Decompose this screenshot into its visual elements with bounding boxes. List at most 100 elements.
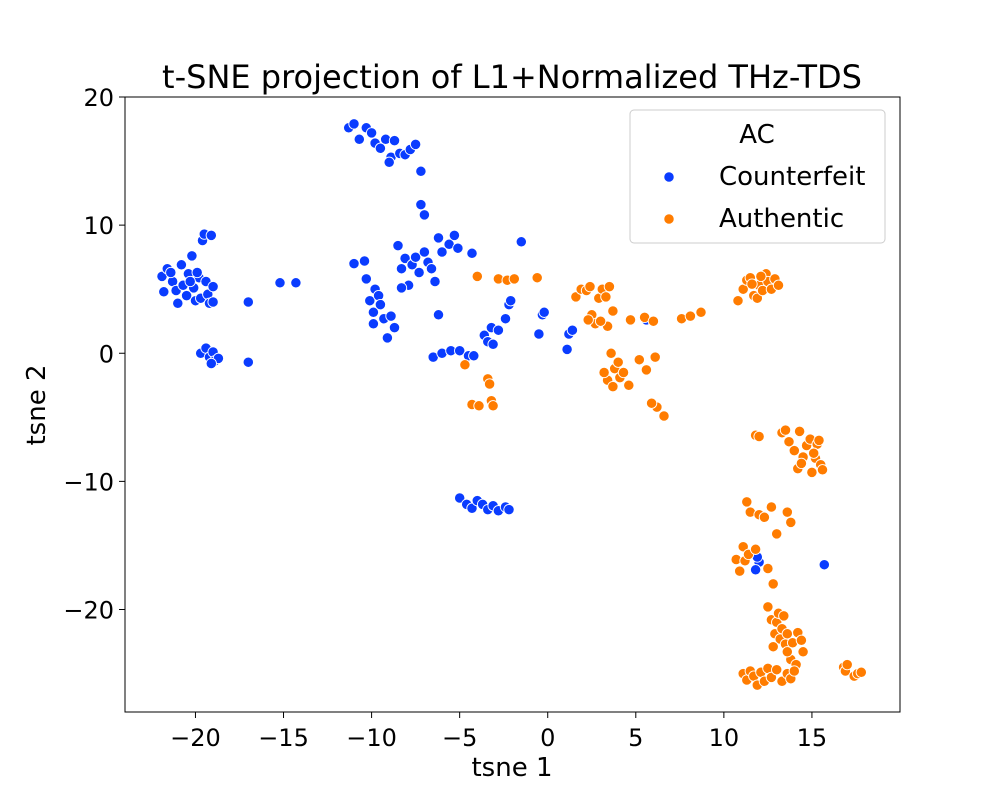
- data-point: [658, 410, 670, 422]
- data-point: [242, 356, 254, 368]
- data-point: [385, 310, 397, 322]
- data-point: [818, 559, 830, 571]
- data-point: [505, 295, 517, 307]
- data-point: [793, 425, 806, 438]
- data-point: [624, 314, 637, 326]
- data-point: [762, 562, 774, 575]
- data-point: [374, 298, 387, 311]
- data-point: [186, 250, 198, 262]
- data-point: [781, 506, 793, 518]
- data-point: [418, 209, 431, 221]
- data-point: [364, 295, 376, 307]
- data-point: [584, 280, 596, 293]
- data-point: [781, 646, 793, 658]
- legend-marker-counterfeit: [663, 171, 675, 183]
- data-point: [466, 247, 478, 259]
- x-tick-label: 10: [709, 724, 740, 752]
- data-point: [205, 229, 217, 242]
- y-axis-label: tsne 2: [22, 364, 52, 445]
- data-point: [771, 528, 783, 540]
- data-point: [623, 379, 635, 391]
- data-point: [175, 259, 188, 271]
- data-point: [372, 289, 385, 302]
- data-point: [274, 277, 286, 289]
- data-point: [841, 658, 853, 671]
- data-point: [367, 318, 380, 330]
- y-tick-label: 10: [83, 212, 114, 240]
- data-point: [531, 272, 543, 284]
- data-point: [459, 359, 471, 371]
- data-point: [647, 315, 660, 327]
- x-axis-label: tsne 1: [471, 753, 552, 783]
- data-point: [640, 364, 653, 376]
- data-point: [594, 315, 607, 327]
- data-point: [429, 275, 441, 288]
- data-point: [607, 305, 619, 317]
- data-point: [483, 378, 496, 390]
- data-point: [353, 133, 365, 145]
- data-point: [570, 291, 582, 303]
- data-point: [180, 289, 193, 302]
- data-point: [367, 306, 380, 318]
- x-axis: −20 −15 −10 −5 0 5 10 15: [170, 712, 827, 752]
- data-point: [172, 297, 184, 309]
- data-point: [515, 236, 527, 248]
- chart-title: t-SNE projection of L1+Normalized THz-TD…: [162, 58, 862, 96]
- data-point: [454, 492, 466, 504]
- data-point: [415, 165, 427, 177]
- data-point: [855, 666, 867, 678]
- data-point: [612, 356, 624, 368]
- data-point: [582, 314, 594, 326]
- data-point: [737, 541, 749, 553]
- data-point: [392, 239, 404, 252]
- data-point: [374, 142, 387, 154]
- data-point: [778, 610, 790, 622]
- data-point: [617, 366, 630, 379]
- data-point: [746, 278, 758, 290]
- data-point: [566, 324, 579, 336]
- data-point: [184, 275, 196, 288]
- y-tick-label: 0: [99, 340, 114, 368]
- data-point: [765, 671, 778, 684]
- data-point: [388, 134, 401, 147]
- data-point: [538, 306, 550, 318]
- data-point: [358, 255, 371, 267]
- data-point: [452, 242, 464, 254]
- y-tick-label: −20: [63, 597, 114, 625]
- data-point: [454, 345, 466, 357]
- data-point: [767, 641, 779, 653]
- data-point: [432, 309, 445, 321]
- data-point: [348, 118, 360, 130]
- data-point: [771, 664, 783, 676]
- x-tick-label: 5: [628, 724, 643, 752]
- legend-label-counterfeit: Counterfeit: [719, 162, 865, 192]
- data-point: [788, 665, 800, 677]
- data-point: [487, 400, 499, 412]
- series-authentic: [459, 268, 867, 691]
- data-point: [645, 397, 658, 409]
- x-tick-label: −20: [170, 724, 221, 752]
- series-counterfeit: [156, 118, 830, 576]
- data-point: [468, 350, 480, 362]
- data-point: [779, 424, 792, 436]
- data-point: [508, 273, 520, 285]
- data-point: [487, 338, 499, 350]
- data-point: [813, 434, 825, 447]
- data-point: [758, 511, 771, 523]
- data-point: [499, 313, 512, 325]
- data-point: [191, 266, 203, 279]
- x-tick-label: −10: [346, 724, 397, 752]
- data-point: [816, 464, 829, 476]
- data-point: [783, 436, 795, 448]
- data-point: [415, 198, 427, 211]
- y-axis: −20 −10 0 10 20: [63, 84, 125, 625]
- y-tick-label: −10: [63, 468, 114, 496]
- data-point: [772, 279, 785, 291]
- data-point: [749, 543, 762, 555]
- data-point: [432, 232, 445, 244]
- data-point: [158, 286, 170, 298]
- data-point: [751, 292, 763, 304]
- data-point: [598, 366, 610, 379]
- data-point: [242, 296, 254, 308]
- data-point: [607, 380, 619, 393]
